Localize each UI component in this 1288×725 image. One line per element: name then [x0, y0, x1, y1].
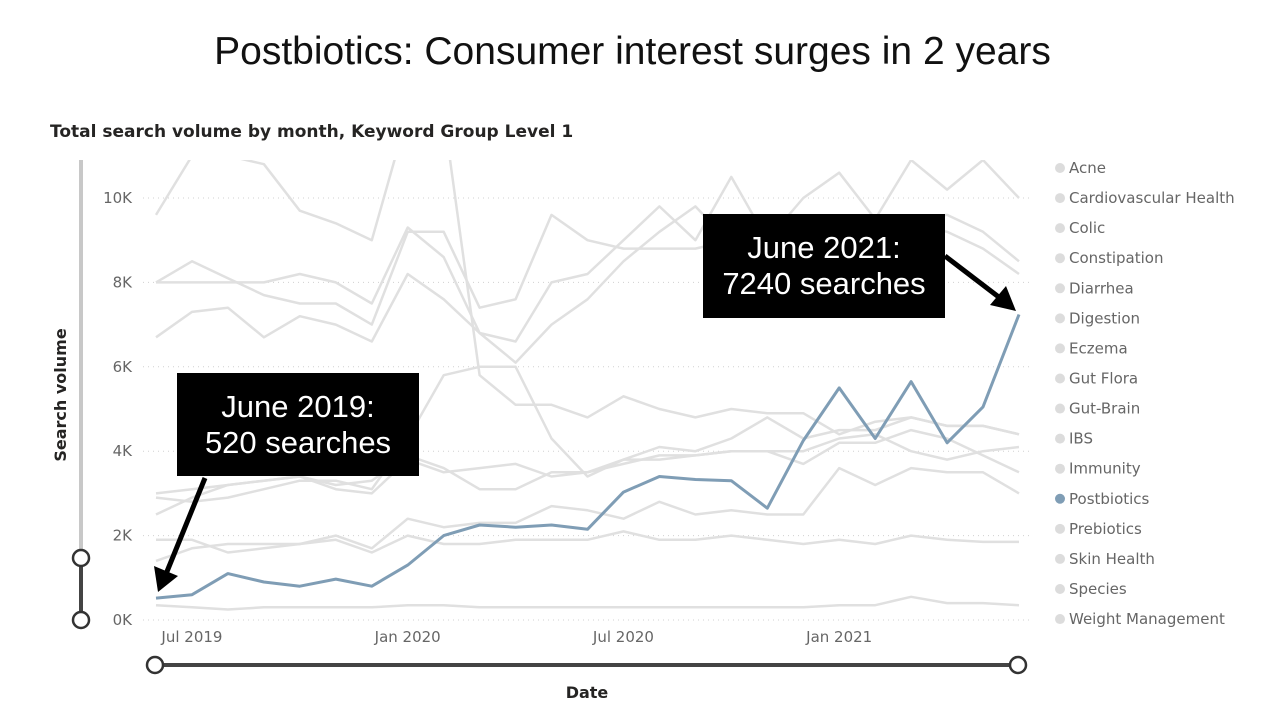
- legend-marker: [1055, 253, 1065, 264]
- legend-item[interactable]: Acne: [1055, 159, 1106, 177]
- legend-marker: [1055, 493, 1065, 504]
- legend-item[interactable]: Species: [1055, 580, 1127, 598]
- annotation-line2: 7240 searches: [722, 266, 926, 301]
- legend-label: Weight Management: [1069, 610, 1225, 628]
- legend-item[interactable]: Weight Management: [1055, 610, 1225, 628]
- legend-label: Constipation: [1069, 249, 1163, 267]
- legend-label: Immunity: [1069, 460, 1141, 478]
- legend-label: IBS: [1069, 430, 1093, 448]
- legend-label: Prebiotics: [1069, 520, 1142, 538]
- legend-item[interactable]: Gut Flora: [1055, 369, 1138, 387]
- x-axis-label: Date: [566, 683, 609, 702]
- y-slider-handle-top[interactable]: [71, 548, 91, 568]
- chart-title: Total search volume by month, Keyword Gr…: [50, 122, 574, 142]
- legend-marker: [1055, 523, 1065, 534]
- annotation-arrow-2021: [943, 254, 1016, 311]
- annotation-line1: June 2019:: [221, 389, 375, 424]
- legend-label: Acne: [1069, 159, 1106, 177]
- legend-item[interactable]: Eczema: [1055, 339, 1128, 357]
- legend-item[interactable]: Postbiotics: [1055, 490, 1150, 508]
- legend-item[interactable]: Digestion: [1055, 309, 1140, 327]
- legend-item[interactable]: IBS: [1055, 430, 1093, 448]
- x-tick-label: Jul 2019: [160, 628, 222, 646]
- annotation-line2: 520 searches: [204, 425, 392, 460]
- annotation-june-2019: June 2019: 520 searches: [177, 373, 419, 476]
- y-range-slider[interactable]: [71, 160, 91, 630]
- y-tick-label: 0K: [113, 611, 134, 629]
- legend-label: Diarrhea: [1069, 279, 1134, 297]
- series-line-other[interactable]: [156, 530, 1019, 554]
- legend-item[interactable]: Diarrhea: [1055, 279, 1134, 297]
- x-tick-label: Jan 2020: [374, 628, 441, 646]
- y-axis-label: Search volume: [51, 328, 70, 461]
- annotation-june-2021: June 2021: 7240 searches: [703, 214, 945, 318]
- legend-item[interactable]: Colic: [1055, 219, 1105, 237]
- legend-label: Cardiovascular Health: [1069, 189, 1235, 207]
- series-line-other[interactable]: [155, 466, 1020, 563]
- legend-label: Gut-Brain: [1069, 400, 1140, 418]
- y-tick-label: 6K: [113, 358, 134, 376]
- legend-marker: [1055, 223, 1065, 234]
- y-tick-label: 4K: [113, 442, 134, 460]
- series-line-other[interactable]: [155, 365, 1020, 504]
- legend-label: Eczema: [1069, 339, 1128, 357]
- legend-item[interactable]: Cardiovascular Health: [1055, 189, 1235, 207]
- legend-label: Species: [1069, 580, 1127, 598]
- legend-marker: [1055, 163, 1065, 173]
- series-line-other[interactable]: [154, 114, 1020, 436]
- y-tick-label: 2K: [113, 527, 134, 545]
- legend-label: Skin Health: [1069, 550, 1155, 568]
- x-range-slider[interactable]: [145, 655, 1028, 675]
- x-tick-label: Jan 2021: [805, 628, 872, 646]
- x-slider-handle-left[interactable]: [145, 655, 165, 675]
- y-tick-label: 10K: [103, 189, 133, 207]
- x-tick-label: Jul 2020: [592, 628, 654, 646]
- legend-marker: [1055, 433, 1065, 444]
- legend-item[interactable]: Immunity: [1055, 460, 1141, 478]
- legend-label: Gut Flora: [1069, 369, 1138, 387]
- legend-marker: [1055, 193, 1065, 204]
- legend-marker: [1055, 283, 1065, 294]
- legend-label: Digestion: [1069, 309, 1140, 327]
- legend-marker: [1055, 403, 1065, 414]
- y-tick-label: 8K: [113, 273, 134, 291]
- legend-item[interactable]: Constipation: [1055, 249, 1163, 267]
- annotation-arrow-2019: [154, 477, 208, 592]
- legend-item[interactable]: Gut-Brain: [1055, 400, 1140, 418]
- legend-item[interactable]: Prebiotics: [1055, 520, 1142, 538]
- x-slider-handle-right[interactable]: [1008, 655, 1028, 675]
- legend-label: Colic: [1069, 219, 1105, 237]
- annotation-line1: June 2021:: [747, 230, 901, 265]
- legend-marker: [1055, 463, 1065, 474]
- legend-label: Postbiotics: [1069, 490, 1150, 508]
- series-line-postbiotics[interactable]: [155, 313, 1021, 600]
- series-line-other[interactable]: [155, 433, 1020, 495]
- page-title: Postbiotics: Consumer interest surges in…: [214, 30, 1051, 73]
- y-slider-handle-bottom[interactable]: [71, 610, 91, 630]
- legend-marker: [1055, 343, 1065, 354]
- legend-marker: [1055, 373, 1065, 384]
- legend-item[interactable]: Skin Health: [1055, 550, 1155, 568]
- legend-marker: [1055, 583, 1065, 594]
- legend-marker: [1055, 553, 1065, 564]
- series-line-other[interactable]: [155, 595, 1020, 611]
- legend: Acne Cardiovascular Health Colic Constipati…: [1055, 159, 1235, 628]
- legend-marker: [1055, 313, 1065, 324]
- legend-marker: [1055, 614, 1065, 625]
